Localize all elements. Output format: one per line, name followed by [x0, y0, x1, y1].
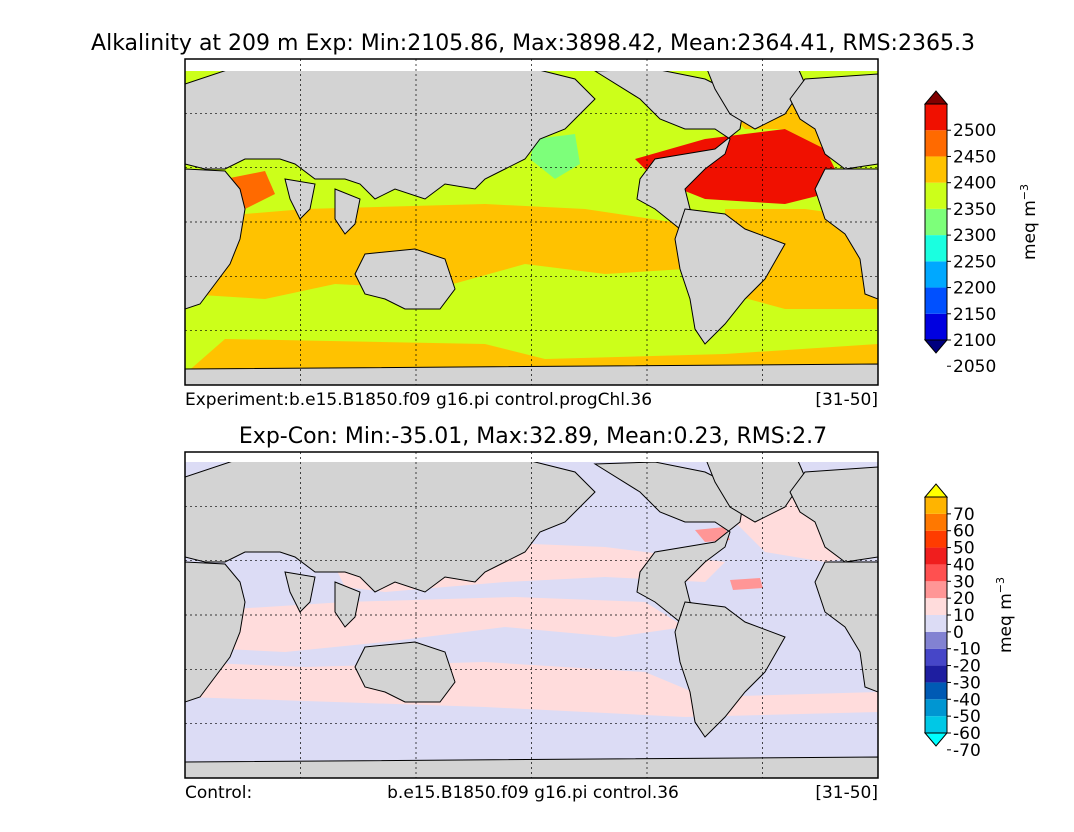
top-footer-left: Experiment:b.e15.B1850.f09 g16.pi contro… — [185, 390, 652, 410]
top-colorbar-unit-label: meq m−3 — [1018, 184, 1040, 260]
bottom-colorbar-swatch — [925, 497, 947, 514]
bottom-colorbar-tick-label: 70 — [953, 505, 975, 525]
bottom-colorbar-tick-label: -10 — [953, 640, 981, 660]
top-colorbar-swatch — [925, 182, 947, 209]
top-footer-right: [31-50] — [815, 390, 878, 410]
bottom-colorbar-extend-max — [923, 483, 949, 498]
bottom-colorbar-swatch — [925, 631, 947, 649]
top-grid — [185, 59, 878, 385]
top-colorbar-tick-label: 2300 — [953, 226, 996, 246]
top-subtropical-band — [185, 204, 725, 299]
bottom-colorbar-tick-label: 30 — [953, 572, 975, 592]
top-colorbar-swatch — [925, 261, 947, 288]
top-colorbar-swatch — [925, 104, 947, 131]
top-colorbar: 2500 2450 2400 2350 2300 2250 2200 2150 2100 2050 — [923, 90, 996, 377]
top-colorbar-tick-label: 2050 — [953, 357, 996, 377]
top-map-frame — [184, 58, 879, 386]
bottom-colorbar-extend-min — [923, 732, 949, 747]
bottom-footer-center: b.e15.B1850.f09 g16.pi control.36 — [387, 783, 679, 803]
top-subarctic-patch — [530, 134, 580, 179]
top-colorbar-swatch — [925, 156, 947, 183]
top-colorbar-tick-label: 2250 — [953, 252, 996, 272]
bottom-title: Exp-Con: Min:-35.01, Max:32.89, Mean:0.2… — [239, 424, 827, 449]
top-title: Alkalinity at 209 m Exp: Min:2105.86, Ma… — [91, 31, 975, 56]
bottom-colorbar-swatch — [925, 699, 947, 717]
bottom-colorbar-swatch — [925, 530, 947, 548]
bottom-grid — [185, 452, 878, 778]
bottom-colorbar-tick-label: 60 — [953, 522, 975, 542]
bottom-footer-right: [31-50] — [815, 783, 878, 803]
bottom-colorbar-swatch — [925, 648, 947, 666]
top-colorbar-tick-label: 2200 — [953, 279, 996, 299]
top-colorbar-tick-label: 2350 — [953, 200, 996, 220]
bottom-map — [185, 452, 878, 778]
bottom-colorbar-tick-label: -50 — [953, 707, 981, 727]
bottom-colorbar-swatch — [925, 665, 947, 683]
top-map — [185, 59, 878, 385]
bottom-colorbar-swatch — [925, 598, 947, 615]
bottom-atlantic-spot — [730, 578, 763, 590]
bottom-colorbar-swatch — [925, 581, 947, 599]
bottom-colorbar-tick-label: -30 — [953, 673, 981, 693]
top-colorbar-tick-label: 2400 — [953, 174, 996, 194]
top-colorbar-tick-label: 2500 — [953, 121, 996, 141]
bottom-colorbar-tick-label: -40 — [953, 690, 981, 710]
bottom-colorbar-tick-label: -20 — [953, 657, 981, 677]
bottom-colorbar-tick-label: 50 — [953, 539, 975, 559]
top-colorbar-tick-label: 2150 — [953, 305, 996, 325]
bottom-tropical-band — [185, 597, 685, 652]
bottom-footer-left: Control: — [185, 783, 252, 803]
top-colorbar-tick-label: 2450 — [953, 147, 996, 167]
top-colorbar-extend-min — [923, 339, 949, 354]
bottom-colorbar-swatch — [925, 682, 947, 700]
bottom-map-frame — [184, 451, 879, 779]
top-colorbar-frame — [924, 103, 948, 341]
bottom-colorbar-tick-label: 20 — [953, 589, 975, 609]
bottom-colorbar-tick-label: -70 — [953, 741, 981, 761]
bottom-colorbar-swatch — [925, 513, 947, 531]
bottom-colorbar-tick-label: 0 — [953, 623, 964, 643]
top-colorbar-swatch — [925, 235, 947, 262]
top-colorbar-swatch — [925, 208, 947, 236]
bottom-colorbar-unit-label: meq m−3 — [994, 577, 1016, 653]
top-colorbar-tick-label: 2100 — [953, 331, 996, 351]
bottom-colorbar-tick-label: -60 — [953, 724, 981, 744]
top-south-atlantic — [725, 209, 878, 309]
bottom-colorbar-tick-label: 40 — [953, 555, 975, 575]
bottom-colorbar-swatch — [925, 716, 947, 733]
top-colorbar-swatch — [925, 287, 947, 314]
bottom-colorbar-swatch — [925, 615, 947, 632]
bottom-colorbar-swatch — [925, 564, 947, 582]
top-colorbar-swatch — [925, 313, 947, 340]
top-colorbar-extend-max — [923, 90, 949, 105]
bottom-colorbar-swatch — [925, 547, 947, 565]
bottom-colorbar-tick-label: 10 — [953, 606, 975, 626]
top-colorbar-swatch — [925, 130, 947, 157]
